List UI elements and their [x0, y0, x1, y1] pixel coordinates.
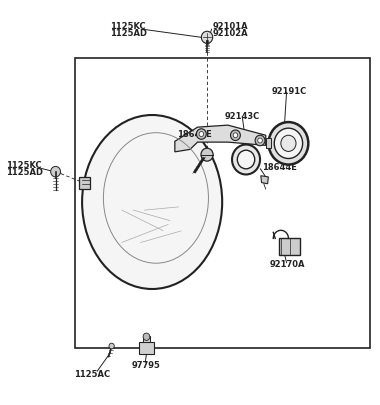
Ellipse shape — [232, 145, 260, 175]
Circle shape — [109, 343, 114, 349]
Circle shape — [233, 134, 238, 139]
Ellipse shape — [281, 136, 296, 152]
Text: 1125KC: 1125KC — [111, 22, 146, 32]
Circle shape — [51, 167, 60, 177]
Bar — [79, 177, 90, 190]
Text: 1125AC: 1125AC — [74, 369, 111, 379]
Text: 92191C: 92191C — [272, 87, 307, 96]
Circle shape — [143, 333, 150, 341]
Text: 1125AD: 1125AD — [6, 168, 43, 177]
Circle shape — [201, 149, 213, 162]
Text: 18649E: 18649E — [177, 129, 212, 139]
Circle shape — [199, 132, 204, 137]
Bar — [74, 59, 370, 348]
Text: 92143C: 92143C — [225, 111, 260, 120]
Circle shape — [196, 130, 206, 140]
Ellipse shape — [269, 123, 308, 165]
Ellipse shape — [238, 151, 255, 169]
Bar — [139, 342, 154, 354]
Text: 92170A: 92170A — [269, 259, 305, 269]
Bar — [142, 337, 150, 343]
Bar — [266, 139, 271, 149]
Ellipse shape — [274, 129, 302, 159]
Text: 97795: 97795 — [131, 360, 160, 369]
Polygon shape — [175, 126, 266, 152]
Circle shape — [255, 136, 265, 146]
Text: 18644E: 18644E — [262, 162, 297, 171]
Text: 92101A: 92101A — [213, 22, 249, 32]
Circle shape — [231, 131, 241, 141]
Bar — [279, 239, 300, 255]
Text: 92102A: 92102A — [213, 29, 249, 38]
Polygon shape — [261, 176, 268, 184]
Circle shape — [258, 139, 262, 143]
Text: 1125KC: 1125KC — [6, 161, 42, 170]
Ellipse shape — [82, 116, 222, 289]
Circle shape — [201, 32, 213, 44]
Text: 1125AD: 1125AD — [111, 29, 147, 38]
